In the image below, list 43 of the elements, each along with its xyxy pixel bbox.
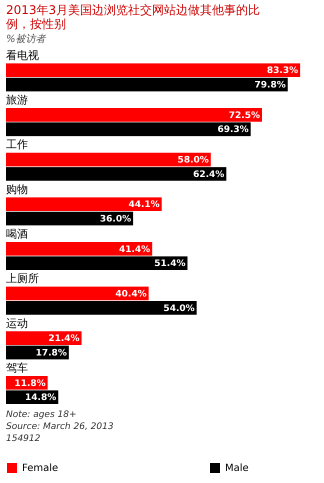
data-label: 58.0% [178, 156, 209, 166]
data-label: 72.5% [228, 110, 260, 121]
y-tick-label: 喝酒 [6, 227, 28, 240]
data-label: 14.8% [25, 393, 56, 404]
bar [6, 108, 262, 122]
data-label: 11.8% [14, 378, 46, 389]
bar [6, 301, 197, 315]
data-label: 44.1% [128, 200, 160, 210]
y-tick-label: 运动 [6, 316, 28, 330]
data-label: 69.3% [217, 125, 249, 136]
bar [6, 212, 134, 226]
bar [6, 122, 251, 136]
bar [6, 286, 149, 300]
chart-title: 2013年3月美国边浏览社交网站边做其他事的比例，按性别 [6, 3, 260, 31]
bar [6, 152, 211, 166]
bar [6, 78, 288, 92]
bar [6, 167, 226, 181]
data-label: 62.4% [193, 170, 224, 180]
bar [6, 242, 152, 256]
bar [6, 197, 162, 212]
y-tick-label: 看电视 [6, 48, 39, 62]
data-label: 21.4% [48, 334, 80, 344]
data-label: 36.0% [100, 214, 132, 225]
legend-label: Male [225, 463, 249, 474]
text: Note: ages 18+ [6, 410, 77, 420]
y-tick-label: 购物 [6, 182, 28, 196]
y-tick-label: 驾车 [6, 361, 28, 374]
data-label: 41.4% [118, 244, 150, 255]
text: 154912 [6, 434, 41, 444]
bar [6, 256, 188, 270]
chart-subtitle: %被访者 [6, 33, 46, 45]
data-label: 51.4% [154, 259, 186, 270]
data-label: 40.4% [115, 289, 147, 300]
data-label: 83.3% [266, 66, 298, 76]
source-note: Source: March 26, 2013 [6, 422, 114, 432]
data-label: 17.8% [36, 348, 67, 359]
y-tick-label: 旅游 [6, 93, 28, 106]
y-tick-label: 工作 [6, 138, 28, 152]
y-tick-label: 上厕所 [6, 272, 39, 286]
data-label: 54.0% [163, 304, 195, 314]
bar [6, 63, 300, 78]
data-label: 79.8% [254, 80, 286, 91]
legend-label: Female [22, 463, 58, 474]
